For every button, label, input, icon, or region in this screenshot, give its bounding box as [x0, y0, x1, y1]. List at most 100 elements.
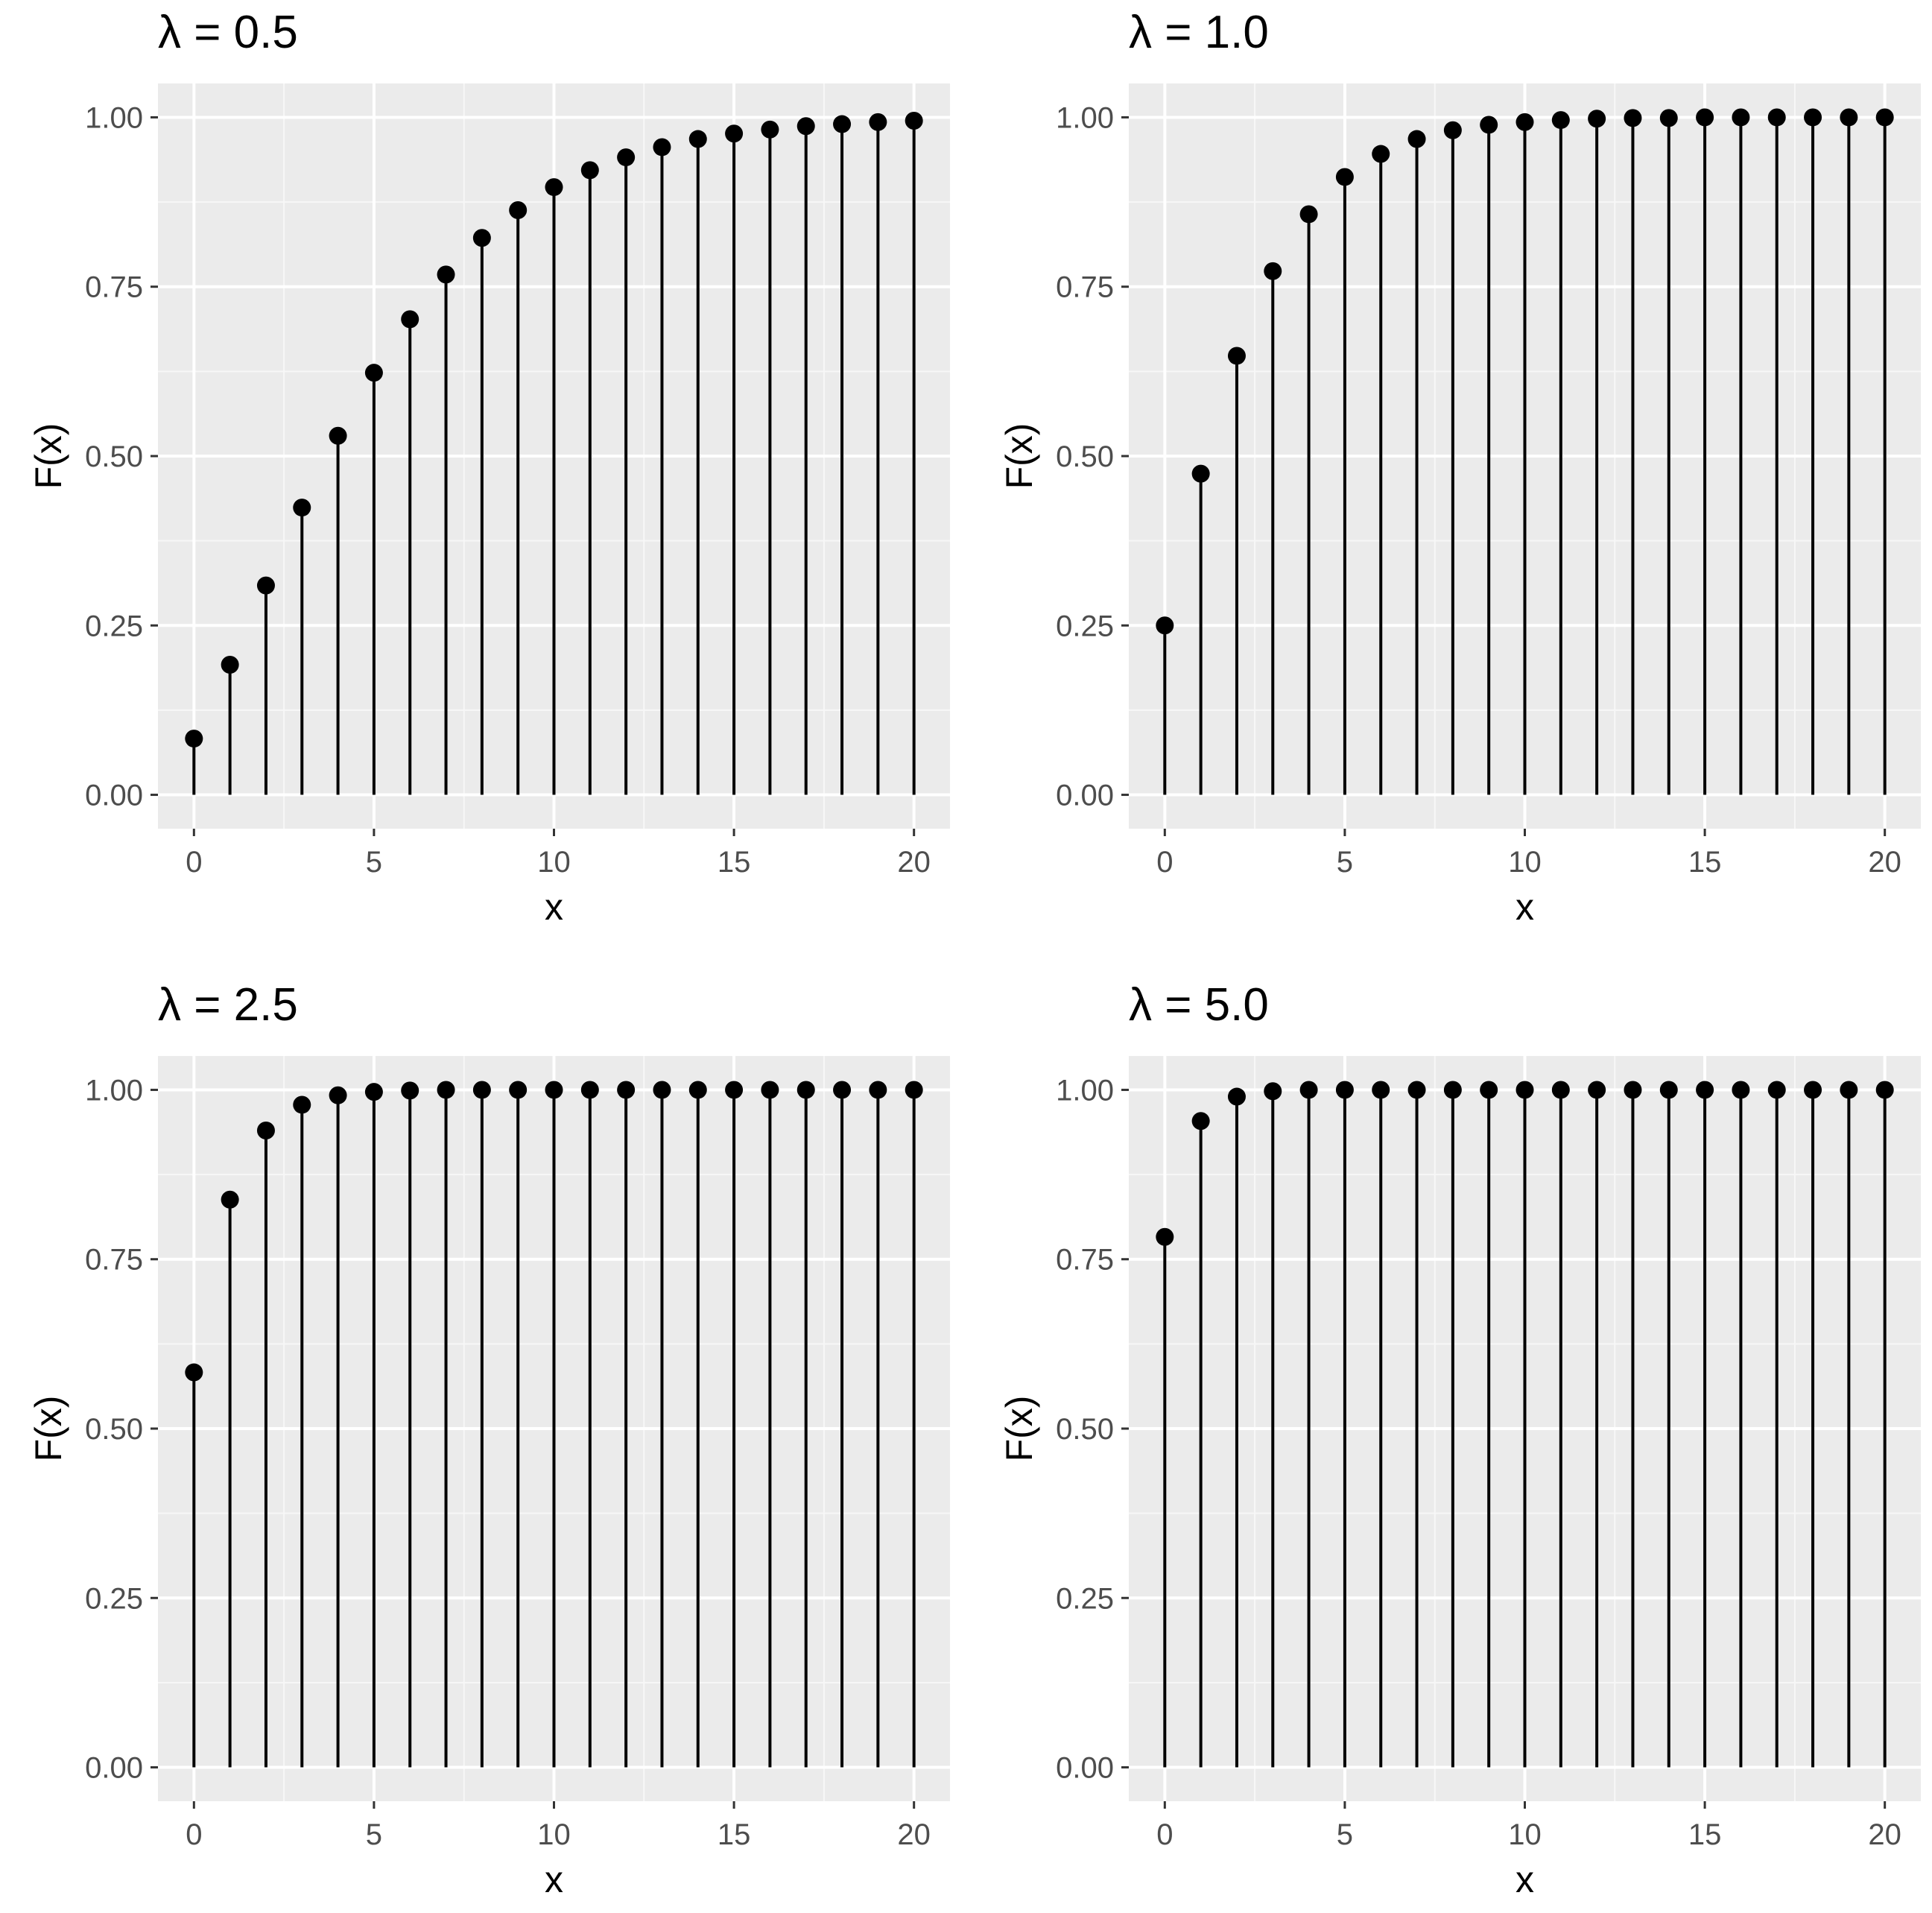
data-point — [905, 112, 923, 130]
y-tick-label: 0.50 — [1056, 440, 1114, 473]
data-point — [833, 1081, 852, 1099]
x-tick-label: 10 — [1508, 846, 1542, 879]
y-tick-label: 0.00 — [1056, 780, 1114, 812]
panel-title: λ = 5.0 — [1129, 979, 1269, 1031]
data-point — [1840, 108, 1858, 127]
y-tick-label: 0.50 — [85, 1413, 143, 1446]
data-point — [1659, 109, 1678, 127]
data-point — [761, 120, 779, 139]
data-point — [1659, 1081, 1678, 1099]
data-point — [617, 148, 636, 167]
x-tick-label: 10 — [537, 1818, 571, 1851]
data-point — [1191, 1112, 1210, 1131]
data-point — [1732, 108, 1750, 127]
data-point — [1407, 1081, 1426, 1099]
x-tick-label: 15 — [1688, 846, 1722, 879]
data-point — [617, 1081, 636, 1099]
y-tick-label: 0.75 — [1056, 271, 1114, 304]
data-point — [472, 1081, 491, 1099]
data-point — [1335, 168, 1354, 186]
data-point — [256, 1122, 275, 1139]
data-point — [869, 113, 887, 131]
facet-panel-2: λ = 1.0 0.00 0.25 0.50 0.75 1.00 0 5 10 15 20 x F(x) — [998, 7, 1921, 928]
data-point — [1227, 1087, 1246, 1106]
data-point — [185, 730, 203, 748]
data-point — [1156, 1227, 1174, 1246]
data-point — [688, 130, 707, 148]
y-tick-label: 0.50 — [85, 440, 143, 473]
panel-title: λ = 0.5 — [158, 7, 298, 58]
data-point — [509, 201, 528, 219]
y-tick-label: 0.00 — [85, 1752, 143, 1785]
x-axis-label: x — [545, 1859, 563, 1900]
facet-panel-1: λ = 0.5 0.00 0.25 0.50 0.75 1.00 0 5 10 15 20 x F(x) — [28, 7, 950, 928]
x-tick-label: 0 — [186, 1818, 202, 1851]
data-point — [725, 124, 744, 143]
data-point — [761, 1081, 779, 1099]
data-point — [293, 499, 311, 517]
x-tick-label: 20 — [897, 846, 931, 879]
y-tick-label: 0.75 — [85, 1244, 143, 1277]
y-tick-label: 0.00 — [85, 780, 143, 812]
y-axis-label: F(x) — [998, 423, 1040, 490]
data-point — [688, 1081, 707, 1099]
data-point — [1624, 1081, 1642, 1099]
data-point — [1227, 347, 1246, 365]
x-tick-label: 0 — [186, 846, 202, 879]
data-point — [1840, 1081, 1858, 1099]
x-tick-label: 0 — [1156, 846, 1173, 879]
y-tick-label: 0.75 — [85, 271, 143, 304]
y-axis-label: F(x) — [28, 1396, 69, 1462]
data-point — [725, 1081, 744, 1099]
x-tick-label: 15 — [718, 1818, 751, 1851]
data-point — [1407, 130, 1426, 148]
data-point — [1732, 1081, 1750, 1099]
y-tick-label: 1.00 — [1056, 101, 1114, 134]
facet-panel-4: λ = 5.0 0.00 0.25 0.50 0.75 1.00 0 5 10 15 20 x F(x) — [998, 979, 1921, 1900]
data-point — [1299, 205, 1318, 224]
x-tick-label: 5 — [366, 1818, 382, 1851]
y-tick-label: 0.25 — [1056, 1582, 1114, 1615]
data-point — [364, 364, 383, 382]
y-tick-label: 1.00 — [85, 101, 143, 134]
y-axis-label: F(x) — [28, 423, 69, 490]
data-point — [1480, 116, 1498, 134]
data-point — [1156, 616, 1174, 635]
data-point — [1696, 1081, 1714, 1099]
y-tick-label: 1.00 — [85, 1074, 143, 1107]
data-point — [1588, 110, 1606, 128]
data-point — [437, 1081, 455, 1099]
data-point — [329, 426, 347, 445]
data-point — [1191, 464, 1210, 483]
x-axis-label: x — [1515, 886, 1534, 928]
y-tick-label: 0.25 — [85, 1582, 143, 1615]
data-point — [1804, 108, 1822, 127]
y-tick-label: 0.25 — [85, 610, 143, 642]
data-point — [1767, 1081, 1786, 1099]
x-axis-label: x — [545, 886, 563, 928]
data-point — [437, 265, 455, 284]
data-point — [1588, 1081, 1606, 1099]
data-point — [1443, 121, 1462, 139]
data-point — [653, 138, 671, 156]
data-point — [401, 1081, 419, 1100]
x-axis-label: x — [1515, 1859, 1534, 1900]
data-point — [1767, 108, 1786, 127]
data-point — [256, 576, 275, 595]
y-tick-label: 0.00 — [1056, 1752, 1114, 1785]
data-point — [185, 1363, 203, 1382]
data-point — [1875, 108, 1894, 127]
facet-panel-3: λ = 2.5 0.00 0.25 0.50 0.75 1.00 0 5 10 15 20 x F(x) — [28, 979, 950, 1900]
data-point — [293, 1095, 311, 1114]
data-point — [401, 310, 419, 329]
data-point — [1335, 1081, 1354, 1099]
x-tick-label: 5 — [1337, 1818, 1353, 1851]
data-point — [1804, 1081, 1822, 1099]
data-point — [1515, 113, 1534, 131]
data-point — [1372, 1081, 1390, 1099]
data-point — [221, 656, 239, 674]
data-point — [1299, 1081, 1318, 1099]
x-tick-label: 10 — [537, 846, 571, 879]
data-point — [1443, 1081, 1462, 1099]
